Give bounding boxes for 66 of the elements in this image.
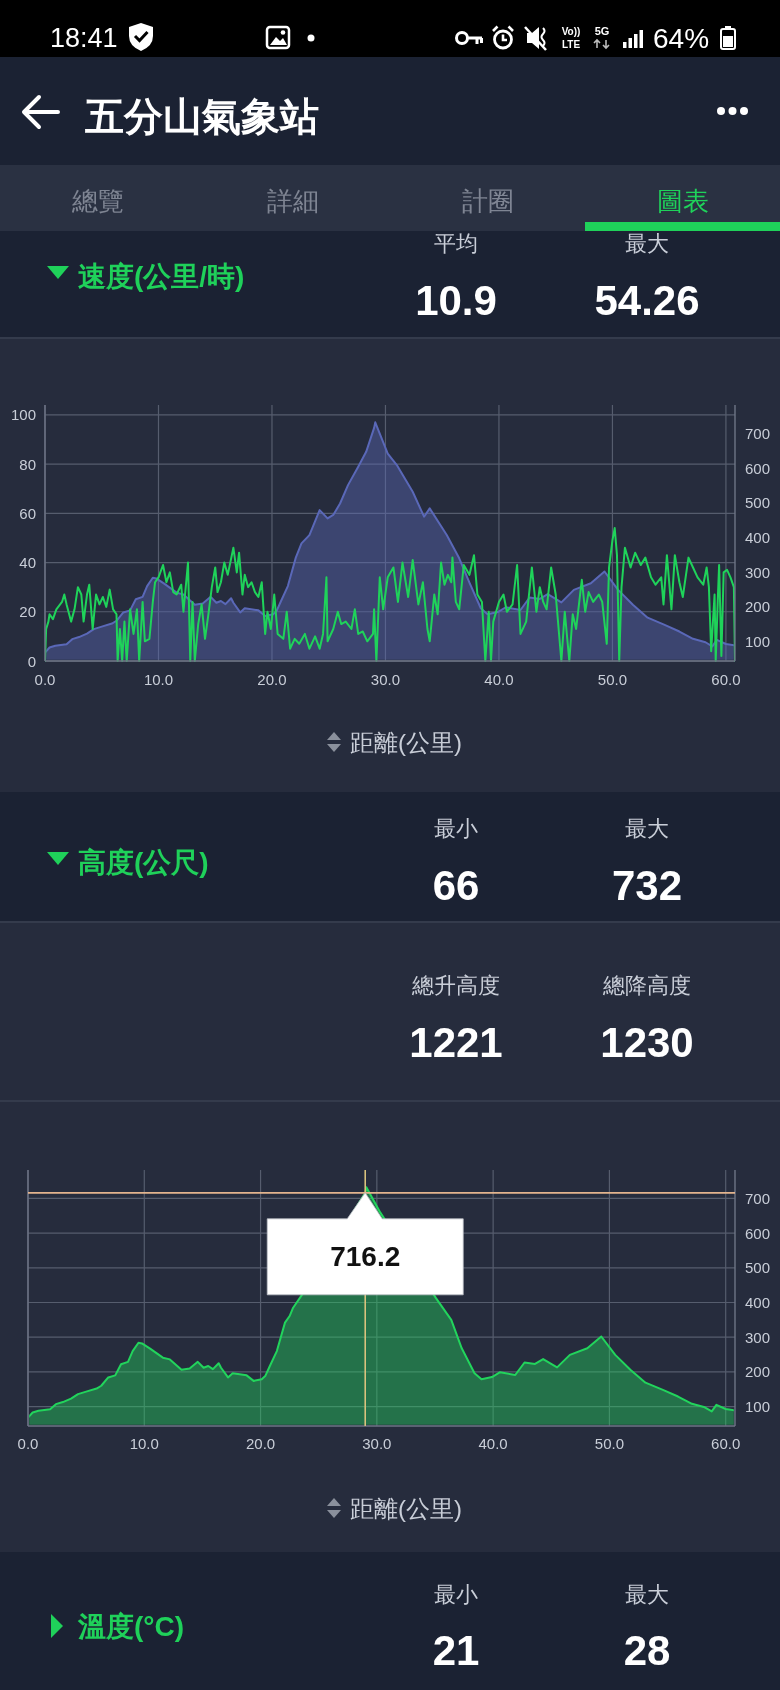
text: 總覽 — [70, 186, 124, 216]
y2-tick-label: 700 — [745, 424, 771, 442]
x-tick-label: 40.0 — [478, 1434, 508, 1452]
y2-tick-label: 400 — [745, 1294, 771, 1312]
text: 1221 — [409, 1018, 503, 1066]
y2-tick-label: 600 — [745, 459, 771, 477]
text: 最大 — [625, 230, 669, 256]
y2-tick-label: 300 — [745, 1328, 771, 1346]
text: 28 — [623, 1626, 671, 1674]
x-tick-label: 60.0 — [711, 1434, 741, 1452]
y-tick-label: 80 — [19, 455, 36, 473]
x-tick-label: 30.0 — [362, 1434, 392, 1452]
y2-tick-label: 500 — [745, 494, 771, 512]
y2-tick-label: 400 — [745, 529, 771, 547]
x-tick-label: 10.0 — [129, 1434, 159, 1452]
text: 總降高度 — [602, 972, 691, 998]
y-tick-label: 100 — [10, 406, 36, 424]
y2-tick-label: 200 — [745, 598, 771, 616]
annotation: 716.2 — [330, 1241, 401, 1273]
y2-tick-label: 100 — [745, 1398, 771, 1416]
text: 1230 — [600, 1018, 694, 1066]
text: 溫度(°C) — [77, 1610, 185, 1642]
text: 平均 — [434, 230, 478, 256]
y-tick-label: 60 — [19, 504, 36, 522]
y-tick-label: 40 — [19, 554, 36, 572]
x-tick-label: 20.0 — [257, 670, 287, 688]
y2-tick-label: 300 — [745, 563, 771, 581]
text: 五分山氣象站 — [84, 94, 319, 138]
y2-tick-label: 200 — [745, 1363, 771, 1381]
text: 66 — [432, 861, 480, 909]
x-tick-label: 60.0 — [711, 670, 741, 688]
text: 最大 — [625, 815, 669, 841]
y2-tick-label: 700 — [745, 1189, 771, 1207]
x-axis-title: 距離(公里) — [350, 728, 462, 756]
text: 計圈 — [461, 186, 514, 216]
text: 64% — [653, 22, 710, 54]
y2-tick-label: 600 — [745, 1224, 771, 1242]
text: LTE — [561, 38, 581, 50]
text: 最大 — [625, 1581, 669, 1607]
text: 圖表 — [656, 186, 709, 216]
x-tick-label: 0.0 — [34, 670, 56, 688]
x-tick-label: 20.0 — [245, 1434, 276, 1452]
text: 最小 — [434, 1581, 478, 1607]
text: Vo)) — [561, 25, 581, 37]
text: 詳細 — [266, 186, 319, 216]
x-axis-title: 距離(公里) — [350, 1494, 462, 1522]
text: 732 — [611, 861, 683, 909]
x-tick-label: 0.0 — [17, 1434, 39, 1452]
x-tick-label: 50.0 — [597, 670, 628, 688]
text: 10.9 — [415, 276, 497, 324]
text: 速度(公里/時) — [78, 260, 245, 292]
y2-tick-label: 500 — [745, 1259, 771, 1277]
x-tick-label: 50.0 — [594, 1434, 625, 1452]
text: 高度(公尺) — [78, 846, 209, 878]
text: 54.26 — [594, 276, 700, 324]
text: 最小 — [434, 815, 478, 841]
text: 5G — [594, 25, 610, 37]
y-tick-label: 0 — [27, 652, 36, 670]
text: 18:41 — [50, 23, 118, 53]
y2-tick-label: 100 — [745, 633, 771, 651]
x-tick-label: 30.0 — [370, 670, 401, 688]
y-tick-label: 20 — [19, 603, 36, 621]
text: 總升高度 — [411, 972, 500, 998]
x-tick-label: 40.0 — [484, 670, 514, 688]
x-tick-label: 10.0 — [143, 670, 174, 688]
text: 21 — [432, 1626, 480, 1674]
